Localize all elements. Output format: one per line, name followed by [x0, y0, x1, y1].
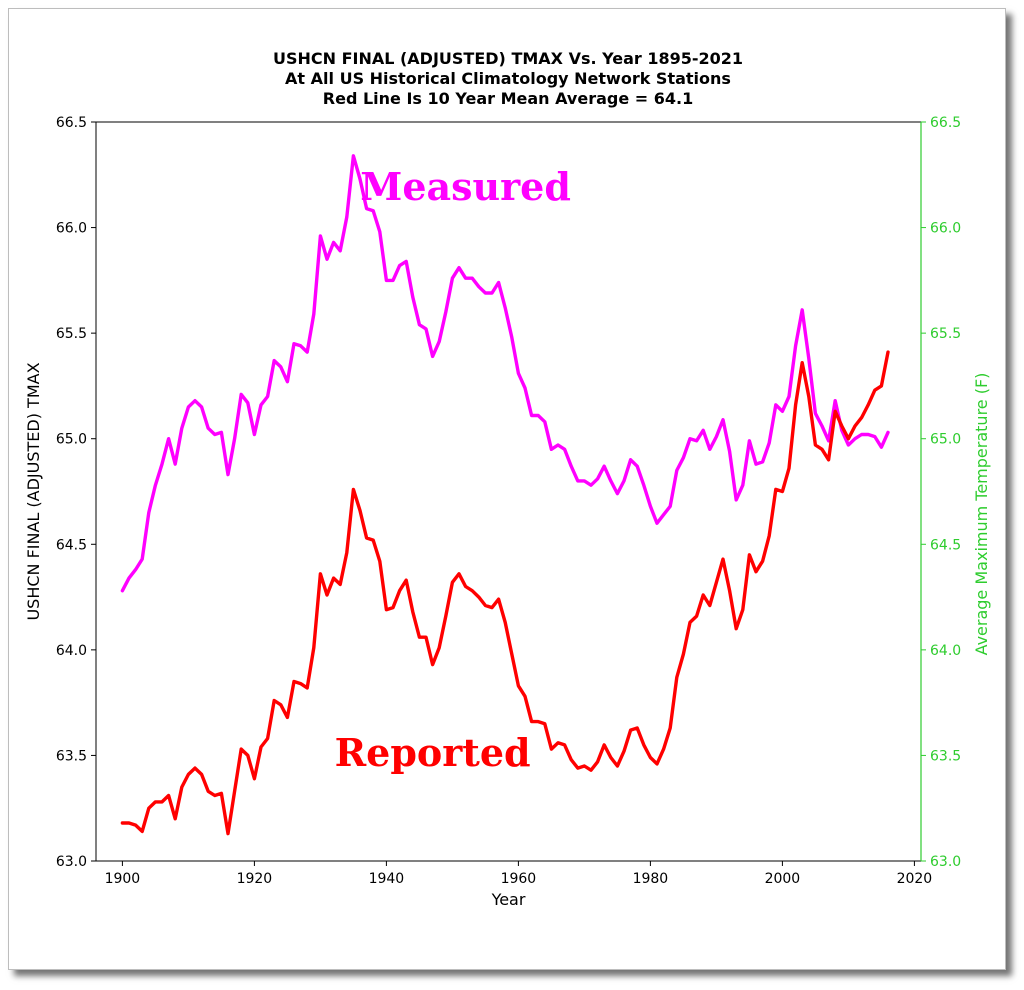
x-tick-label: 1940 — [369, 871, 405, 887]
measured-annotation: Measured — [360, 164, 571, 209]
y-tick-label: 65.5 — [56, 326, 87, 342]
x-tick-label: 1920 — [237, 871, 273, 887]
line-chart: USHCN FINAL (ADJUSTED) TMAX Vs. Year 189… — [24, 49, 991, 909]
right-y-axis-ticks: 63.0 63.5 64.0 64.5 65.0 65.5 66.0 66.5 — [921, 115, 961, 870]
y-tick-label: 64.0 — [56, 643, 87, 659]
x-tick-label: 1960 — [501, 871, 537, 887]
reported-annotation: Reported — [335, 730, 531, 775]
chart-subtitle-line-1: At All US Historical Climatology Network… — [285, 69, 731, 88]
y-tick-label: 65.0 — [56, 432, 87, 448]
right-y-tick-label: 66.5 — [930, 115, 961, 131]
measured-series-line — [120, 154, 890, 593]
y-axis-ticks: 63.0 63.5 64.0 64.5 65.0 65.5 66.0 66.5 — [56, 115, 96, 870]
right-y-tick-label: 65.5 — [930, 326, 961, 342]
chart-title-block: USHCN FINAL (ADJUSTED) TMAX Vs. Year 189… — [273, 49, 743, 108]
series-lines — [120, 154, 890, 836]
y-tick-label: 63.0 — [56, 854, 87, 870]
x-tick-label: 1980 — [633, 871, 669, 887]
annotations: Measured Reported — [335, 164, 571, 775]
right-y-tick-label: 65.0 — [930, 432, 961, 448]
x-tick-label: 2000 — [765, 871, 801, 887]
y-axis-label: USHCN FINAL (ADJUSTED) TMAX — [24, 362, 43, 620]
chart-title: USHCN FINAL (ADJUSTED) TMAX Vs. Year 189… — [273, 49, 743, 68]
right-y-tick-label: 64.0 — [930, 643, 961, 659]
y-tick-label: 64.5 — [56, 537, 87, 553]
x-axis-ticks: 1900 1920 1940 1960 1980 2000 2020 — [105, 861, 933, 887]
plot-area: 1900 1920 1940 1960 1980 2000 2020 63.0 63.5 64.… — [56, 115, 961, 887]
y-tick-label: 66.5 — [56, 115, 87, 131]
right-y-axis-label: Average Maximum Temperature (F) — [972, 373, 991, 656]
right-y-tick-label: 66.0 — [930, 221, 961, 237]
right-y-tick-label: 64.5 — [930, 537, 961, 553]
reported-series-line — [120, 350, 890, 836]
y-tick-label: 63.5 — [56, 748, 87, 764]
x-tick-label: 2020 — [897, 871, 933, 887]
x-tick-label: 1900 — [105, 871, 141, 887]
y-tick-label: 66.0 — [56, 221, 87, 237]
chart-frame: USHCN FINAL (ADJUSTED) TMAX Vs. Year 189… — [8, 8, 1006, 970]
right-y-tick-label: 63.5 — [930, 748, 961, 764]
x-axis-label: Year — [491, 890, 526, 909]
right-y-tick-label: 63.0 — [930, 854, 961, 870]
chart-subtitle-line-2: Red Line Is 10 Year Mean Average = 64.1 — [323, 89, 693, 108]
